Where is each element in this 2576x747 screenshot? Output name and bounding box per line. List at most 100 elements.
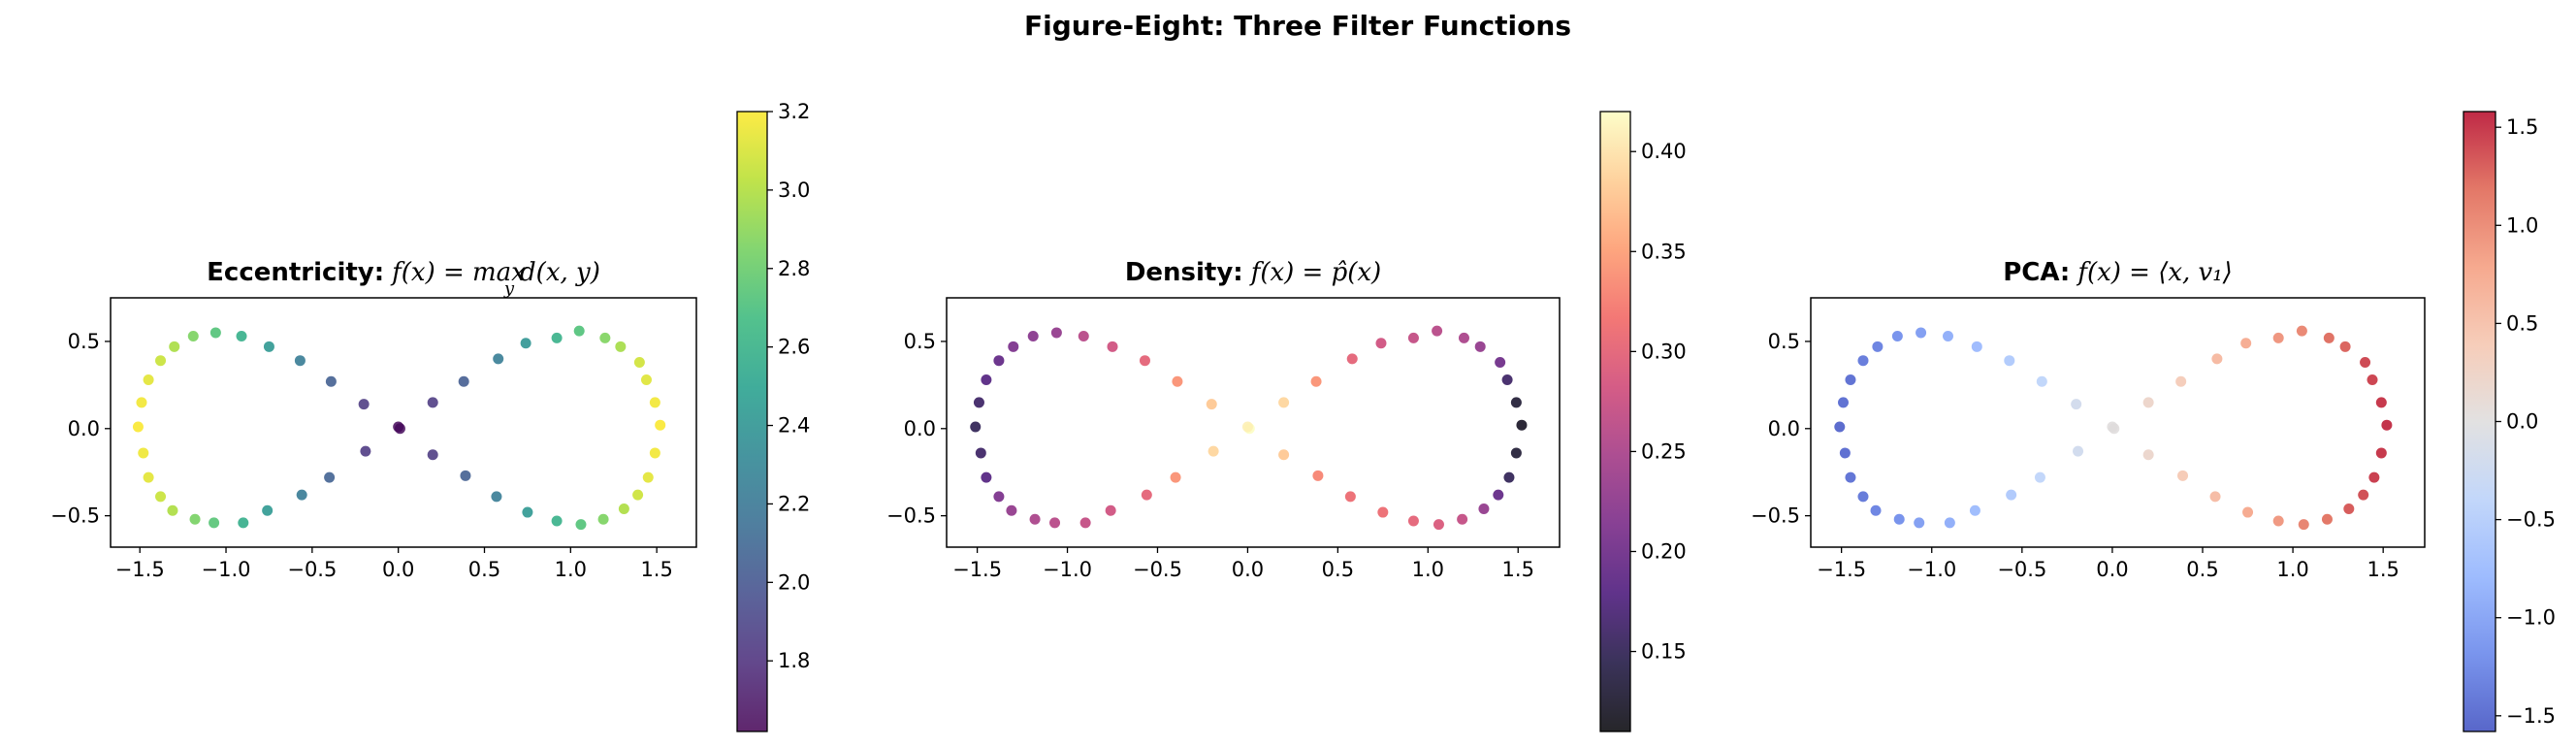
point [1432, 325, 1443, 337]
point [1141, 489, 1152, 501]
point [632, 489, 644, 501]
x-tick-label: 1.5 [2367, 558, 2399, 581]
point [1278, 449, 1290, 461]
point [573, 325, 585, 337]
point [1914, 517, 1925, 529]
point [973, 397, 984, 408]
point [143, 374, 154, 385]
point [2358, 489, 2369, 501]
point [460, 470, 471, 481]
colorbar-tick-label: 2.2 [778, 492, 810, 515]
point [1050, 327, 1062, 339]
point [1495, 356, 1506, 368]
point [2175, 375, 2187, 387]
point [1838, 397, 1850, 408]
point [1027, 331, 1039, 342]
point [324, 471, 336, 483]
x-tick-label: 0.5 [468, 558, 500, 581]
point [427, 449, 438, 461]
colorbar-tick-label: −0.5 [2506, 508, 2556, 532]
point [1278, 397, 1290, 408]
point [2272, 515, 2284, 527]
point [975, 447, 986, 459]
colorbar-tick-label: 3.2 [778, 100, 810, 123]
point [2375, 447, 2387, 459]
colorbar-tick-label: 2.6 [778, 336, 810, 359]
x-tick-label: 1.0 [1412, 558, 1444, 581]
point [209, 517, 220, 529]
colorbar-tick-label: 2.8 [778, 257, 810, 280]
point [1944, 517, 1955, 529]
point [993, 355, 1005, 367]
point [655, 419, 666, 431]
point [143, 471, 154, 483]
point [427, 397, 438, 408]
colorbar-tick-label: 0.15 [1641, 640, 1687, 664]
point [2367, 374, 2378, 385]
figure-title: Figure-Eight: Three Filter Functions [1024, 10, 1571, 42]
point [551, 515, 563, 527]
point [1310, 375, 1322, 387]
point [618, 503, 629, 514]
x-tick-label: −1.0 [202, 558, 251, 581]
point [2339, 341, 2351, 352]
x-tick-label: −1.5 [952, 558, 1002, 581]
point [2142, 397, 2154, 408]
point [575, 519, 587, 531]
point [1377, 506, 1389, 518]
point [155, 491, 167, 503]
point [458, 375, 469, 387]
point [2298, 519, 2309, 531]
x-tick-label: −1.0 [1043, 558, 1092, 581]
point [167, 504, 178, 516]
point [169, 341, 180, 352]
point [1105, 504, 1116, 516]
x-tick-label: 1.0 [2276, 558, 2308, 581]
y-tick-label: 0.0 [68, 417, 100, 440]
x-tick-label: −0.5 [1997, 558, 2046, 581]
x-tick-label: −1.0 [1907, 558, 1956, 581]
point [1501, 374, 1513, 385]
point [522, 506, 533, 518]
point [2004, 355, 2015, 367]
point [2034, 471, 2045, 483]
point [2211, 353, 2223, 365]
point [360, 445, 371, 457]
point [1407, 515, 1419, 527]
formula-part: f(x) = p̂(x) [1249, 258, 1381, 287]
point [1458, 332, 1469, 343]
panel-title-label: PCA: [2003, 258, 2070, 287]
axes-frame [946, 297, 1561, 548]
y-tick-label: −0.5 [50, 504, 100, 528]
point [649, 447, 660, 459]
point [2071, 399, 2082, 410]
colorbar-tick-label: 0.0 [2506, 410, 2538, 434]
point [2272, 332, 2284, 343]
x-tick-label: −1.5 [1817, 558, 1866, 581]
panel-title: Density: f(x) = p̂(x) [1125, 258, 1381, 287]
colorbar-tick-label: 1.0 [2506, 213, 2538, 237]
point [2321, 513, 2333, 525]
point [1206, 399, 1217, 410]
point [1170, 471, 1181, 483]
point [1839, 447, 1851, 459]
point [155, 355, 167, 367]
y-tick-label: −0.5 [886, 504, 936, 528]
panel-title: Eccentricity: f(x) = max yd(x, y) [207, 258, 600, 299]
point [599, 332, 611, 343]
point [1433, 519, 1444, 531]
point [1891, 331, 1903, 342]
point [1375, 338, 1387, 349]
panel-title-label: Density: [1125, 258, 1243, 287]
point [138, 447, 149, 459]
point [1516, 419, 1528, 431]
point [2323, 332, 2334, 343]
point [1872, 341, 1884, 352]
point [2036, 375, 2047, 387]
point [597, 513, 609, 525]
point [238, 517, 249, 529]
panel-title-label: Eccentricity: [207, 258, 384, 287]
point [2209, 491, 2221, 503]
point [640, 374, 652, 385]
